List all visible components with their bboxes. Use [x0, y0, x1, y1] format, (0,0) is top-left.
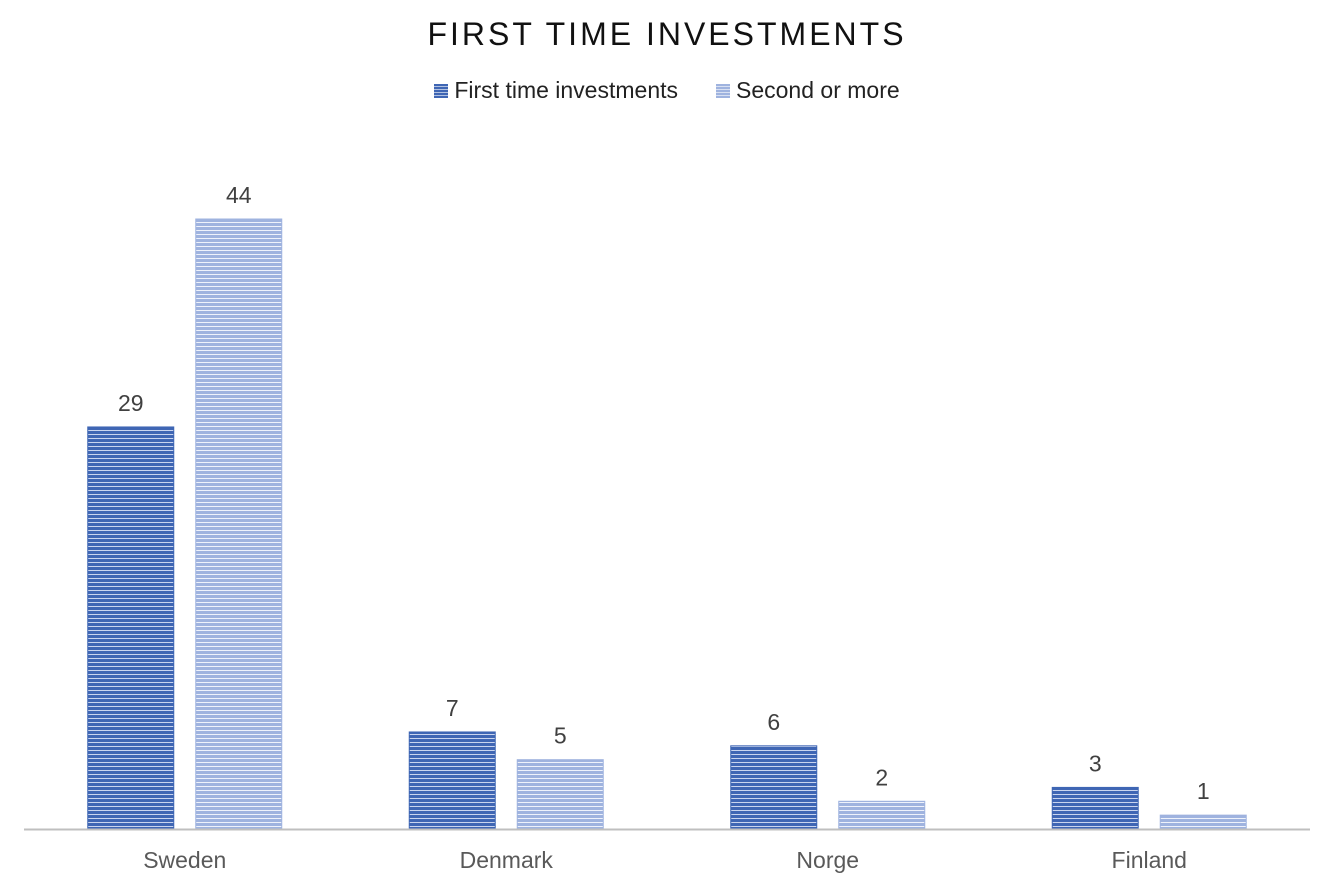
data-label-denmark-series-1: 7 [446, 695, 459, 721]
bar-norge-series-1 [730, 745, 818, 830]
bar-finland-series-1 [1051, 786, 1139, 830]
data-label-finland-series-2: 1 [1197, 778, 1210, 804]
bar-sweden-series-2 [195, 218, 283, 830]
bar-sweden-series-1 [87, 426, 175, 830]
data-label-norge-series-2: 2 [875, 764, 888, 790]
bar-finland-series-2 [1159, 814, 1247, 830]
bar-norge-series-2 [838, 800, 926, 830]
data-label-denmark-series-2: 5 [554, 723, 567, 749]
legend-item-first-time: First time investments [434, 77, 678, 104]
category-label-norge: Norge [796, 847, 859, 873]
data-label-sweden-series-1: 29 [118, 390, 144, 416]
data-label-norge-series-1: 6 [767, 709, 780, 735]
legend-label-second-or-more: Second or more [736, 77, 900, 103]
chart-legend: First time investments Second or more [0, 77, 1334, 104]
legend-item-second-or-more: Second or more [716, 77, 900, 104]
category-label-finland: Finland [1112, 847, 1187, 873]
legend-swatch-second-or-more [716, 83, 730, 98]
bar-denmark-series-1 [408, 731, 496, 830]
chart-title: FIRST TIME INVESTMENTS [427, 16, 907, 52]
data-label-sweden-series-2: 44 [226, 182, 252, 208]
data-label-finland-series-1: 3 [1089, 750, 1102, 776]
legend-swatch-first-time [434, 83, 449, 98]
category-label-sweden: Sweden [143, 847, 226, 873]
bar-denmark-series-2 [516, 759, 604, 830]
category-label-denmark: Denmark [460, 847, 554, 873]
legend-label-first-time: First time investments [454, 77, 678, 103]
